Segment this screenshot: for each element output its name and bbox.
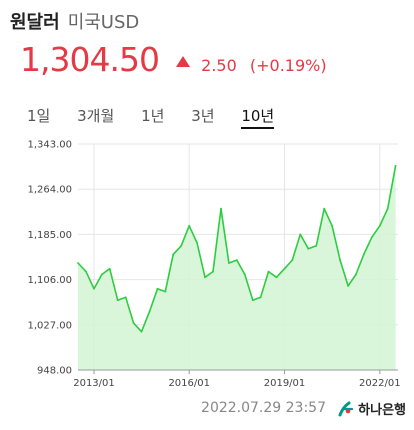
y-tick-label: 1,106.00 [27, 275, 72, 286]
currency-pair-label: 미국USD [67, 12, 140, 33]
y-tick-label: 1,027.00 [27, 320, 72, 331]
exchange-rate: 1,304.50 [20, 40, 160, 79]
data-point [156, 287, 159, 290]
data-point [394, 164, 397, 167]
data-point [331, 224, 333, 227]
triangle-up-icon [176, 56, 191, 67]
data-point [235, 259, 238, 262]
y-tick-label: 948.00 [37, 366, 72, 377]
bank-logo: 하나은행 [337, 399, 406, 418]
page-title: 원달러 [10, 12, 60, 33]
data-point [283, 267, 286, 270]
data-point [243, 273, 246, 276]
change-percent: (+0.19%) [249, 56, 327, 75]
data-point [124, 296, 127, 299]
data-point [93, 287, 95, 290]
data-point [77, 262, 79, 264]
hana-bank-icon [338, 401, 354, 416]
series-points [77, 164, 397, 333]
x-tick-label: 2022/01 [359, 378, 401, 389]
data-point [355, 273, 357, 276]
data-point [108, 267, 111, 270]
data-point [132, 322, 135, 324]
data-point [370, 236, 373, 239]
series-area [78, 165, 396, 370]
data-point [251, 299, 254, 302]
data-point [323, 207, 326, 210]
data-point [291, 259, 294, 262]
data-point [267, 270, 270, 273]
data-point [347, 284, 349, 287]
x-axis: 2013/01 2016/01 2019/01 2022/01 [73, 369, 401, 389]
data-point [140, 330, 143, 333]
data-point [148, 310, 151, 313]
data-point [307, 247, 310, 250]
y-axis: 1,343.00 1,264.00 1,185.00 1,106.00 1,027.00… [27, 140, 72, 377]
tab-1y[interactable]: 1년 [141, 107, 165, 125]
data-point [227, 262, 230, 264]
tab-3y[interactable]: 3년 [191, 107, 215, 125]
data-point [180, 244, 183, 247]
y-tick-label: 1,343.00 [27, 140, 72, 151]
change-value: 2.50 [201, 56, 237, 75]
data-point [378, 224, 381, 227]
data-point [362, 253, 365, 256]
data-point [386, 207, 389, 210]
data-point [164, 290, 167, 293]
quote-row: 1,304.50 2.50 (+0.19%) [20, 40, 327, 79]
x-tick-label: 2019/01 [264, 378, 306, 389]
data-point [299, 233, 302, 236]
tab-3m[interactable]: 3개월 [77, 107, 115, 125]
data-point [275, 276, 278, 279]
data-point [172, 253, 175, 256]
rate-chart: 1,343.00 1,264.00 1,185.00 1,106.00 1,027.00… [27, 140, 401, 390]
tab-10y[interactable]: 10년 [241, 105, 275, 129]
bank-name: 하나은행 [358, 403, 406, 418]
x-tick-label: 2013/01 [73, 378, 115, 389]
tab-1d[interactable]: 1일 [27, 107, 51, 125]
data-point [100, 273, 103, 276]
data-point [204, 276, 206, 279]
data-point [259, 296, 262, 299]
data-point [339, 259, 341, 262]
data-point [212, 270, 214, 273]
y-tick-label: 1,264.00 [27, 185, 72, 196]
x-tick-label: 2016/01 [168, 378, 210, 389]
timestamp: 2022.07.29 23:57 [201, 400, 326, 416]
data-point [85, 270, 87, 273]
y-tick-label: 1,185.00 [27, 230, 72, 241]
data-point [315, 244, 318, 247]
data-point [220, 207, 222, 210]
data-point [196, 242, 199, 244]
header: 원달러 미국USD [10, 8, 139, 34]
data-point [188, 224, 191, 227]
data-point [116, 299, 119, 302]
period-tabs: 1일 3개월 1년 3년 10년 [27, 105, 296, 129]
